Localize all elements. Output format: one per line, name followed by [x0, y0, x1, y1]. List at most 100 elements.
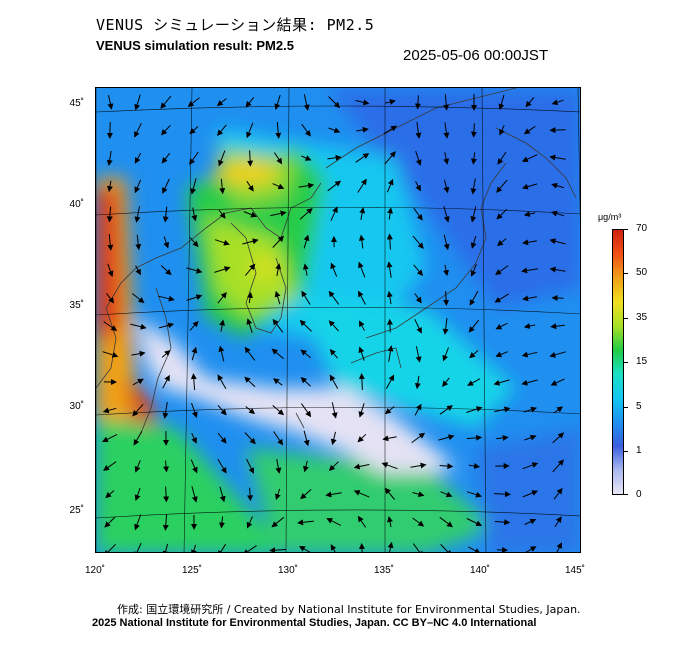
wind-arrow [242, 545, 257, 552]
wind-arrow [189, 126, 199, 135]
wind-arrow [131, 350, 146, 357]
wind-arrow [102, 407, 117, 414]
wind-arrow [275, 459, 282, 474]
wind-arrow [134, 460, 141, 473]
wind-arrow [466, 491, 482, 498]
wind-arrow [382, 435, 397, 442]
wind-arrow [549, 127, 566, 134]
wind-arrow [496, 208, 508, 220]
wind-arrow [275, 263, 282, 276]
wind-arrow [355, 99, 370, 106]
wind-arrow [246, 180, 254, 192]
wind-arrow [493, 379, 510, 386]
wind-arrow [301, 123, 311, 137]
wind-arrow [135, 234, 142, 251]
wind-arrow [554, 516, 562, 528]
wind-arrow [552, 432, 565, 444]
lon-label-140: 140˚ [469, 565, 490, 576]
forecast-timestamp: 2025-05-06 00:00JST [403, 47, 549, 64]
wind-arrow [217, 292, 227, 304]
wind-arrow [270, 210, 287, 217]
wind-arrow [523, 323, 536, 330]
wind-arrow [439, 405, 453, 415]
colorbar-label-70: 70 [636, 223, 648, 234]
wind-arrow [330, 544, 337, 552]
wind-arrow [412, 517, 425, 527]
wind-arrow [214, 239, 230, 246]
wind-arrow [470, 264, 477, 277]
wind-arrow [328, 461, 339, 471]
wind-arrow [387, 516, 393, 528]
wind-arrow [353, 490, 370, 498]
lon-label-135: 135˚ [373, 565, 394, 576]
colorbar-tick-mark [624, 273, 628, 274]
wind-arrow [443, 234, 450, 251]
wind-arrow [413, 264, 424, 276]
colorbar-tick-mark [624, 362, 628, 363]
wind-arrow [443, 122, 450, 139]
wind-arrow [103, 461, 117, 471]
wind-arrow [522, 239, 537, 246]
title-japanese: VENUS シミュレーション結果: PM2.5 [96, 16, 375, 34]
colorbar [612, 229, 624, 495]
wind-arrow [410, 462, 427, 469]
wind-arrow [440, 544, 452, 552]
wind-arrow [217, 543, 227, 552]
wind-arrow [525, 546, 537, 552]
wind-arrow [549, 351, 566, 358]
wind-arrow [135, 265, 141, 276]
wind-arrow [468, 319, 480, 333]
wind-arrow [358, 261, 366, 278]
wind-arrow [521, 351, 538, 358]
wind-arrow [191, 432, 197, 444]
wind-arrow [105, 490, 115, 499]
wind-arrow [384, 406, 395, 415]
wind-arrow [134, 94, 141, 111]
wind-arrow [415, 181, 421, 192]
wind-arrow [524, 518, 537, 525]
wind-arrow [551, 210, 565, 217]
colorbar-label-35: 35 [636, 312, 648, 323]
wind-arrow [327, 154, 342, 161]
wind-arrow [216, 98, 227, 107]
lon-label-145: 145˚ [564, 565, 585, 576]
wind-arrow [442, 377, 450, 387]
wind-arrow [496, 434, 509, 441]
wind-arrow [274, 290, 281, 305]
wind-arrow [163, 486, 170, 503]
wind-arrow [383, 125, 398, 135]
wind-arrow [494, 519, 511, 526]
lon-label-130: 130˚ [277, 565, 298, 576]
wind-arrow [386, 233, 393, 250]
wind-arrow [551, 99, 564, 106]
wind-arrow [134, 542, 142, 552]
wind-arrow [549, 266, 566, 273]
wind-arrow [301, 290, 311, 305]
wind-arrow [384, 99, 396, 105]
wind-arrow [384, 487, 395, 500]
wind-arrow [217, 404, 227, 416]
wind-arrow [523, 211, 536, 218]
wind-arrow [273, 152, 283, 165]
wind-arrow [102, 351, 119, 358]
wind-arrow [497, 238, 507, 247]
wind-arrow [217, 458, 227, 474]
credit-text: 作成: 国立環境研究所 / Created by National Instit… [117, 603, 581, 616]
wind-arrow [161, 349, 171, 358]
wind-arrow [443, 152, 450, 165]
wind-arrow [521, 183, 538, 190]
wind-arrow [102, 433, 118, 443]
wind-arrow [442, 318, 449, 335]
wind-arrow [245, 406, 256, 415]
wind-arrow [302, 263, 309, 276]
wind-arrow [272, 318, 284, 333]
wind-arrow [412, 235, 424, 249]
wind-arrow [328, 96, 341, 109]
wind-arrow [187, 97, 200, 108]
wind-arrow [470, 123, 477, 138]
wind-arrow [358, 234, 365, 249]
wind-arrow [549, 238, 566, 245]
wind-arrow [469, 350, 479, 359]
wind-arrow [219, 319, 226, 332]
wind-arrow [443, 179, 450, 194]
